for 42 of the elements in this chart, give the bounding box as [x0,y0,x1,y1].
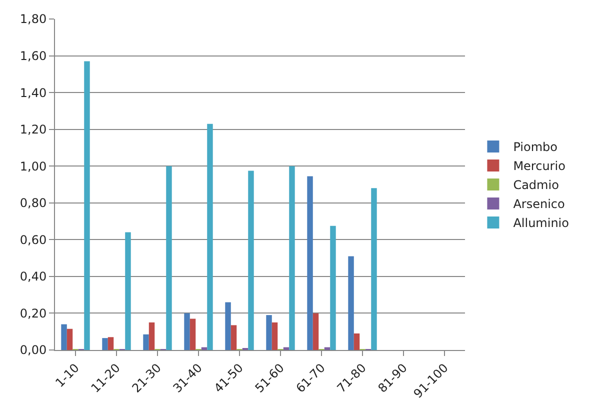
bar [148,322,155,350]
bar [283,347,290,350]
bar [371,188,377,350]
bar [348,256,354,350]
y-tick-label: 1,60 [20,48,47,63]
y-tick-label: 1,80 [20,12,47,26]
bar [102,338,108,350]
y-tick-label: 1,40 [20,86,47,100]
bar [190,318,196,350]
bar [289,166,295,350]
y-tick-label: 1,00 [20,159,47,174]
legend-label: Mercurio [513,159,566,174]
y-tick-label: 1,20 [20,122,47,137]
bar [307,176,313,350]
bar [143,334,149,350]
legend-label: Piombo [513,140,558,154]
bar [84,61,90,350]
bar [354,333,360,350]
bar [312,313,319,350]
bar [225,302,231,350]
bar [201,347,208,350]
y-tick-label: 0,60 [20,232,47,247]
legend-label: Alluminio [513,216,569,230]
bar [330,226,336,350]
bar [184,313,190,350]
bar [166,166,172,350]
y-tick-label: 0,20 [20,306,47,320]
legend-label: Arsenico [513,197,565,212]
y-tick-label: 0,00 [20,343,47,358]
bar [230,325,237,350]
bar [272,322,278,350]
bar [108,337,114,350]
y-tick-label: 0,80 [20,196,47,210]
bar [61,324,67,350]
bar [207,124,213,350]
bar [66,328,73,350]
bar [248,170,254,350]
bar [324,347,330,350]
bar [266,315,272,350]
bar [125,232,131,350]
y-tick-label: 0,40 [20,270,47,284]
legend-label: Cadmio [513,178,559,192]
